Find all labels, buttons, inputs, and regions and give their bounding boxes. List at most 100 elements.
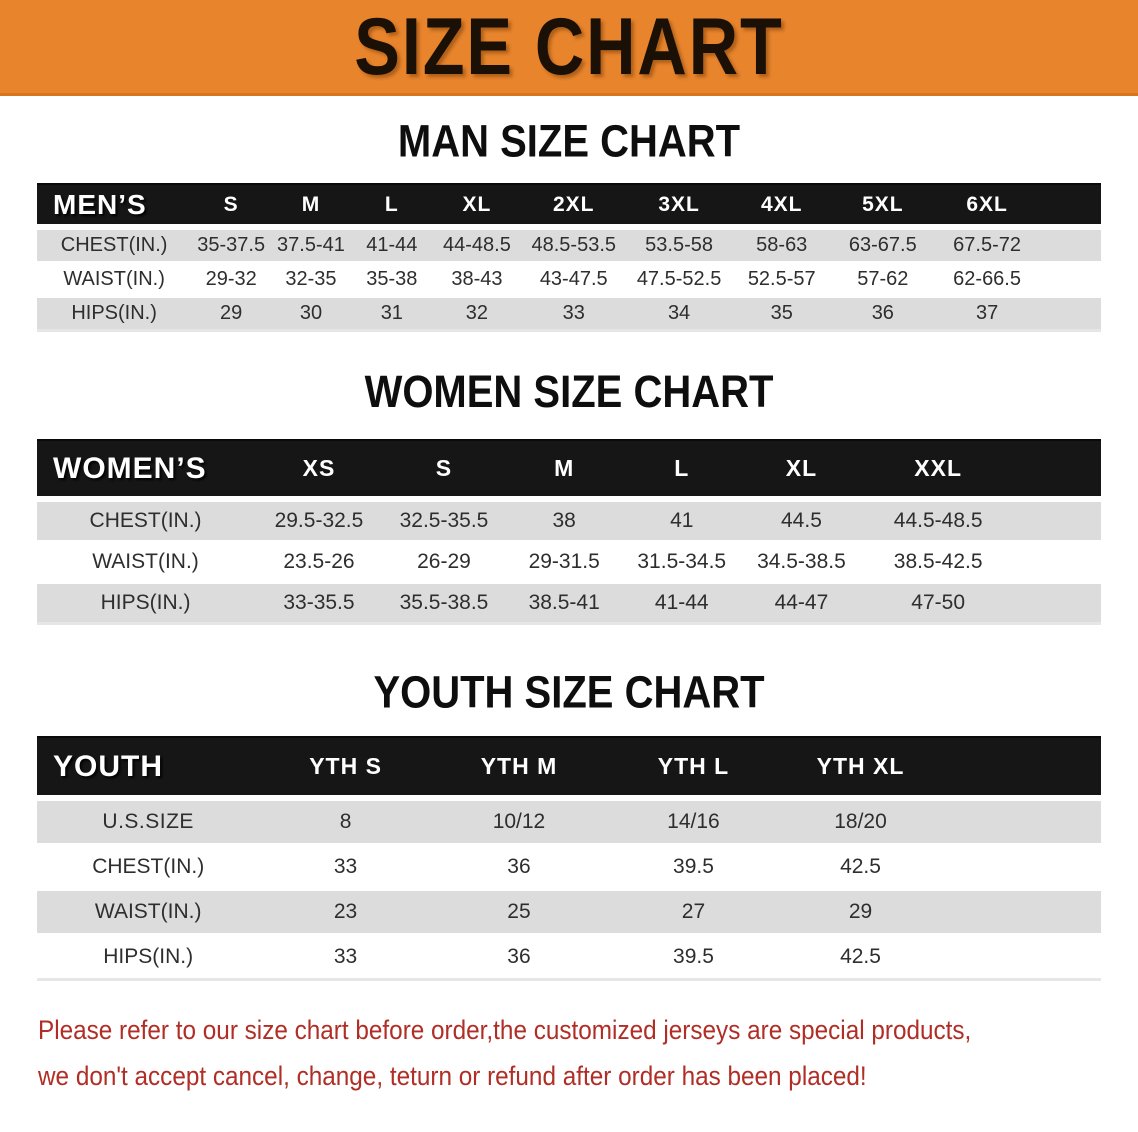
size-value: 39.5 — [606, 843, 781, 888]
men-size-header: 2XL — [521, 183, 627, 227]
size-value: 10/12 — [431, 798, 607, 843]
spacer-cell — [1040, 261, 1101, 295]
size-value: 62-66.5 — [933, 261, 1041, 295]
size-value: 42.5 — [780, 843, 941, 888]
spacer-cell — [1040, 295, 1101, 329]
men-size-header: M — [271, 183, 351, 227]
youth-group-label: YOUTH — [37, 736, 260, 798]
size-value: 30 — [271, 295, 351, 329]
size-value: 23.5-26 — [254, 540, 384, 581]
size-value: 37 — [933, 295, 1041, 329]
spacer-cell — [940, 933, 1101, 978]
spacer-cell — [1040, 227, 1101, 261]
size-value: 38-43 — [432, 261, 522, 295]
row-label: WAIST(IN.) — [37, 261, 192, 295]
size-value: 33 — [521, 295, 627, 329]
men-size-table: MEN’S S M L XL 2XL 3XL 4XL 5XL 6XL CHEST… — [37, 183, 1101, 332]
spacer-cell — [1012, 581, 1101, 622]
size-value: 38.5-41 — [504, 581, 625, 622]
size-value: 35-37.5 — [191, 227, 272, 261]
men-waist-row: WAIST(IN.) 29-32 32-35 35-38 38-43 43-47… — [37, 261, 1101, 295]
youth-waist-row: WAIST(IN.) 23 25 27 29 — [37, 888, 1101, 933]
size-value: 33-35.5 — [254, 581, 384, 622]
size-value: 37.5-41 — [271, 227, 351, 261]
men-chest-row: CHEST(IN.) 35-37.5 37.5-41 41-44 44-48.5… — [37, 227, 1101, 261]
order-disclaimer: Please refer to our size chart before or… — [38, 1007, 1138, 1099]
women-hips-row: HIPS(IN.) 33-35.5 35.5-38.5 38.5-41 41-4… — [37, 581, 1101, 622]
size-value: 34 — [626, 295, 732, 329]
men-size-header: 3XL — [626, 183, 732, 227]
women-size-header: XS — [254, 439, 384, 499]
women-header-row: WOMEN’S XS S M L XL XXL — [37, 439, 1101, 499]
youth-hips-row: HIPS(IN.) 33 36 39.5 42.5 — [37, 933, 1101, 978]
size-value: 41 — [624, 499, 740, 540]
size-value: 29-31.5 — [504, 540, 625, 581]
size-value: 58-63 — [731, 227, 832, 261]
size-value: 14/16 — [606, 798, 781, 843]
size-value: 52.5-57 — [731, 261, 832, 295]
women-size-table: WOMEN’S XS S M L XL XXL CHEST(IN.) 29.5-… — [37, 439, 1101, 625]
size-value: 23 — [259, 888, 432, 933]
men-size-header: 6XL — [933, 183, 1041, 227]
youth-chest-row: CHEST(IN.) 33 36 39.5 42.5 — [37, 843, 1101, 888]
size-value: 33 — [259, 843, 432, 888]
size-value: 32-35 — [271, 261, 351, 295]
youth-size-chart-heading-text: YOUTH SIZE CHART — [373, 667, 765, 719]
size-value: 36 — [831, 295, 934, 329]
size-value: 38.5-42.5 — [863, 540, 1013, 581]
women-size-header: S — [383, 439, 505, 499]
spacer-cell — [1040, 183, 1101, 227]
man-size-chart-heading: MAN SIZE CHART — [0, 116, 1138, 168]
youth-size-header: YTH XL — [780, 736, 941, 798]
men-hips-row: HIPS(IN.) 29 30 31 32 33 34 35 36 37 — [37, 295, 1101, 329]
size-value: 57-62 — [831, 261, 934, 295]
size-value: 27 — [606, 888, 781, 933]
women-size-chart-heading-text: WOMEN SIZE CHART — [364, 366, 774, 418]
men-header-row: MEN’S S M L XL 2XL 3XL 4XL 5XL 6XL — [37, 183, 1101, 227]
spacer-cell — [940, 843, 1101, 888]
men-group-label: MEN’S — [37, 183, 192, 227]
size-value: 44.5 — [739, 499, 864, 540]
size-value: 47-50 — [863, 581, 1013, 622]
size-value: 35.5-38.5 — [383, 581, 505, 622]
size-value: 25 — [431, 888, 607, 933]
women-size-header: L — [624, 439, 740, 499]
size-value: 18/20 — [780, 798, 941, 843]
youth-size-table: YOUTH YTH S YTH M YTH L YTH XL U.S.SIZE … — [37, 736, 1101, 981]
row-label: HIPS(IN.) — [37, 581, 255, 622]
youth-size-chart-heading: YOUTH SIZE CHART — [0, 667, 1138, 719]
size-value: 43-47.5 — [521, 261, 627, 295]
man-size-chart-heading-text: MAN SIZE CHART — [397, 116, 741, 168]
size-value: 41-44 — [350, 227, 433, 261]
women-waist-row: WAIST(IN.) 23.5-26 26-29 29-31.5 31.5-34… — [37, 540, 1101, 581]
size-value: 31 — [350, 295, 433, 329]
disclaimer-line-1: Please refer to our size chart before or… — [38, 1015, 972, 1045]
row-label: WAIST(IN.) — [37, 540, 255, 581]
youth-size-header: YTH L — [606, 736, 781, 798]
youth-ussize-row: U.S.SIZE 8 10/12 14/16 18/20 — [37, 798, 1101, 843]
men-size-header: XL — [432, 183, 522, 227]
men-size-header: 4XL — [731, 183, 832, 227]
spacer-cell — [1012, 499, 1101, 540]
row-label: U.S.SIZE — [37, 798, 260, 843]
size-chart-banner: SIZE CHART — [0, 0, 1138, 96]
size-value: 38 — [504, 499, 625, 540]
size-value: 29-32 — [191, 261, 272, 295]
men-size-header: L — [350, 183, 433, 227]
banner-title: SIZE CHART — [354, 1, 784, 92]
disclaimer-line-2: we don't accept cancel, change, teturn o… — [38, 1061, 867, 1091]
row-label: HIPS(IN.) — [37, 933, 260, 978]
size-value: 36 — [431, 843, 607, 888]
spacer-cell — [940, 798, 1101, 843]
size-value: 35-38 — [350, 261, 433, 295]
youth-size-header: YTH S — [259, 736, 432, 798]
women-size-header: XL — [739, 439, 864, 499]
row-label: WAIST(IN.) — [37, 888, 260, 933]
size-value: 41-44 — [624, 581, 740, 622]
size-value: 63-67.5 — [831, 227, 934, 261]
size-value: 44-47 — [739, 581, 864, 622]
size-value: 44-48.5 — [432, 227, 522, 261]
row-label: CHEST(IN.) — [37, 227, 192, 261]
row-label: CHEST(IN.) — [37, 843, 260, 888]
spacer-cell — [1012, 439, 1101, 499]
